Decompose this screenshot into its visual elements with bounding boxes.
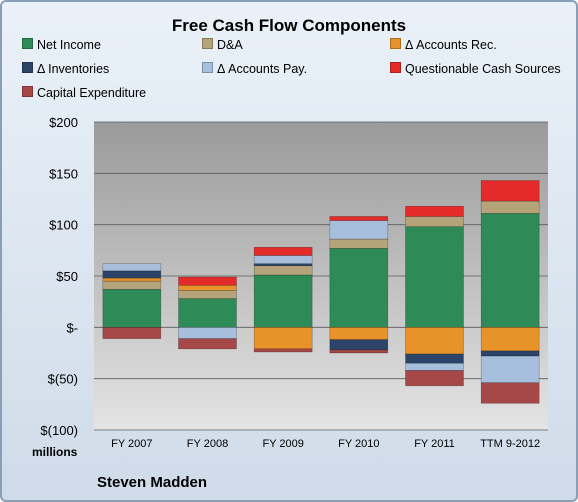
legend-swatch — [390, 62, 401, 73]
legend-swatch — [22, 62, 33, 73]
bar-segment — [480, 382, 540, 404]
bar-segment — [480, 213, 540, 328]
bar-segment — [253, 246, 313, 256]
bar-segment — [480, 350, 540, 357]
bar-segment — [253, 255, 313, 264]
bar-segment — [102, 270, 162, 279]
bar-segment — [480, 180, 540, 202]
bar-segment — [178, 327, 237, 339]
legend-item: Net Income — [22, 38, 101, 52]
company-name: Steven Madden — [97, 474, 208, 491]
bar-segment — [253, 274, 313, 328]
y-tick-label: $200 — [49, 115, 78, 130]
bar-segment — [405, 226, 464, 328]
x-tick-label: FY 2008 — [187, 438, 228, 450]
chart-title: Free Cash Flow Components — [171, 16, 407, 35]
bar-segment — [329, 247, 389, 328]
x-tick-label: FY 2009 — [262, 438, 303, 450]
x-tick-label: FY 2011 — [414, 438, 455, 450]
x-tick-label: TTM 9-2012 — [480, 438, 540, 450]
bar-segment — [178, 290, 237, 299]
legend-label: D&A — [217, 38, 243, 52]
bar-segment — [102, 289, 162, 328]
y-tick-label: $150 — [49, 166, 78, 181]
legend-swatch — [22, 38, 33, 49]
legend-label: Δ Accounts Pay. — [217, 62, 308, 76]
bar-segment — [480, 327, 540, 352]
legend-label: Δ Accounts Rec. — [405, 38, 497, 52]
bar-segment — [102, 327, 162, 339]
bar-segment — [405, 216, 464, 228]
bar-segment — [329, 220, 389, 240]
legend-label: Capital Expenditure — [37, 86, 147, 100]
y-tick-label: $(100) — [40, 423, 78, 438]
legend-label: Net Income — [37, 38, 101, 52]
legend-swatch — [390, 38, 401, 49]
bar-segment — [102, 277, 162, 282]
units-label: millions — [32, 445, 78, 459]
bar-segment — [405, 353, 464, 364]
bar-segment — [480, 200, 540, 214]
bar-segment — [253, 263, 313, 267]
legend-item: Δ Accounts Pay. — [202, 62, 307, 76]
bar-segment — [405, 327, 464, 355]
bar-segment — [253, 265, 313, 276]
bar-segment — [178, 276, 237, 286]
legend-label: Questionable Cash Sources — [405, 62, 561, 76]
legend-label: Δ Inventories — [37, 62, 110, 76]
bar-segment — [178, 338, 237, 350]
y-tick-label: $- — [66, 320, 78, 335]
bar-segment — [329, 216, 389, 221]
x-tick-label: FY 2010 — [338, 438, 379, 450]
bar-segment — [178, 298, 237, 328]
y-tick-label: $50 — [56, 269, 78, 284]
legend-swatch — [202, 38, 213, 49]
bar-segment — [102, 263, 162, 272]
bar-segment — [405, 370, 464, 387]
bar-segment — [405, 362, 464, 371]
legend-item: Δ Inventories — [22, 62, 109, 76]
legend-item: Questionable Cash Sources — [390, 62, 561, 76]
bar-segment — [253, 327, 313, 350]
y-tick-label: $(50) — [48, 372, 78, 387]
bar-segment — [178, 284, 237, 291]
legend-item: D&A — [202, 38, 243, 52]
legend-item: Δ Accounts Rec. — [390, 38, 497, 52]
bar-segment — [405, 205, 464, 217]
bar-segment — [102, 280, 162, 290]
legend-swatch — [202, 62, 213, 73]
legend-item: Capital Expenditure — [22, 86, 146, 100]
bar-segment — [329, 327, 389, 340]
y-tick-label: $100 — [49, 218, 78, 233]
bar-segment — [329, 349, 389, 354]
bar-segment — [480, 355, 540, 384]
legend-swatch — [22, 86, 33, 97]
bar-segment — [329, 238, 389, 249]
bar-segment — [253, 348, 313, 353]
bar-segment — [329, 339, 389, 351]
x-tick-label: FY 2007 — [111, 438, 152, 450]
